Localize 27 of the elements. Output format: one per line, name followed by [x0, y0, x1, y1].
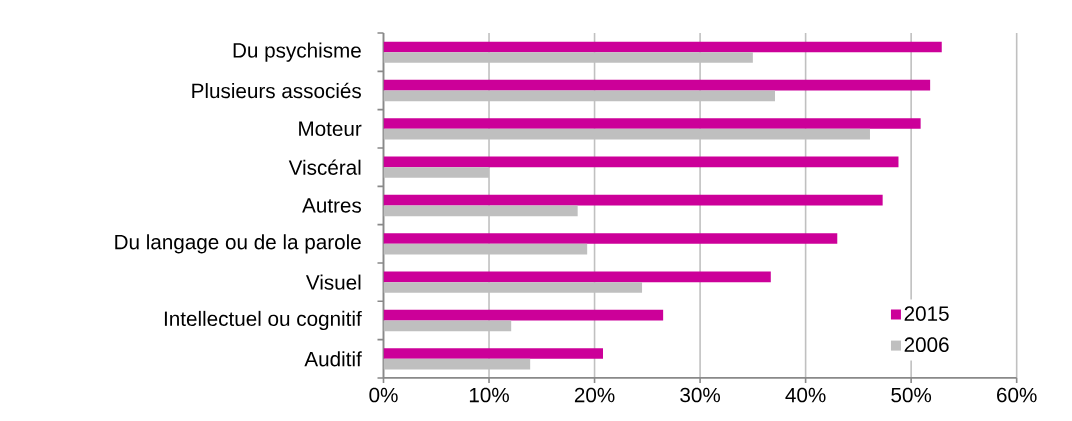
bar — [383, 348, 603, 359]
bar — [383, 41, 942, 53]
y-tick-label: Visuel — [305, 274, 361, 290]
x-tick-label: 30% — [680, 387, 721, 403]
y-tick-label: Auditif — [304, 351, 362, 367]
bar — [383, 271, 771, 283]
y-tick-label: Intellectuel ou cognitif — [164, 310, 362, 331]
bar — [383, 309, 664, 321]
y-tick-label: Viscéral — [288, 159, 361, 175]
bar — [383, 156, 899, 168]
x-tick-label: 40% — [785, 387, 826, 403]
x-tick-label: 60% — [997, 387, 1037, 403]
bar — [383, 233, 838, 244]
legend-label: 2015 — [904, 306, 949, 321]
y-tick-label: Du psychisme — [233, 42, 361, 62]
bar — [383, 194, 883, 206]
y-tick-label: Autres — [302, 198, 362, 213]
x-tick-label: 20% — [574, 387, 615, 403]
x-tick-label: 10% — [469, 387, 509, 403]
x-tick-label: 0% — [369, 387, 398, 403]
legend-label: 2006 — [904, 337, 949, 353]
bar — [383, 118, 921, 129]
bar — [383, 79, 931, 91]
x-tick-label: 50% — [891, 387, 932, 403]
y-tick-label: Plusieurs associés — [192, 82, 361, 99]
y-tick-label: Moteur — [299, 121, 362, 137]
y-tick-label: Du langage ou de la parole — [115, 234, 361, 254]
